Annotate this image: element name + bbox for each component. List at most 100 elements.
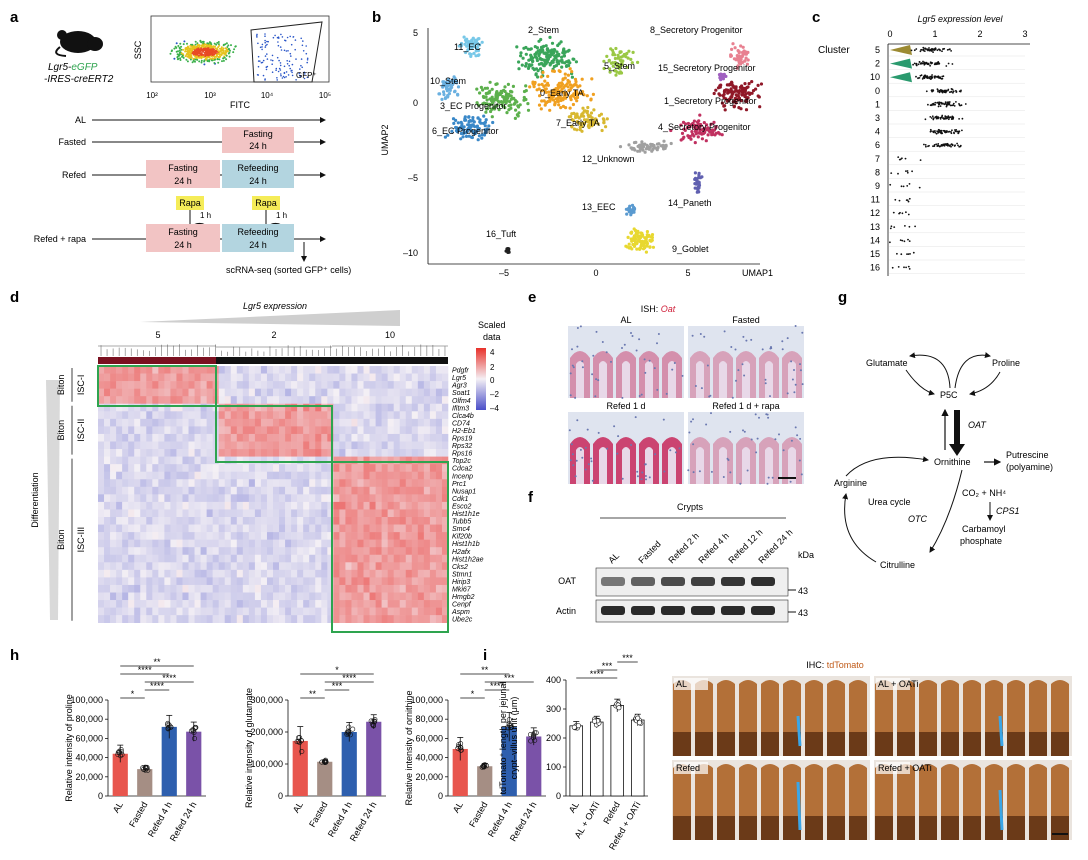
ish-nucleus bbox=[769, 395, 771, 398]
heatmap-cell bbox=[248, 411, 256, 420]
umap-dot bbox=[744, 52, 748, 56]
heatmap-cell bbox=[381, 418, 388, 427]
heatmap-cell bbox=[164, 366, 171, 374]
heatmap-cell bbox=[122, 554, 129, 563]
facs-dot bbox=[180, 52, 183, 55]
heatmap-cell bbox=[164, 592, 171, 601]
violin-point bbox=[950, 145, 952, 148]
heatmap-cell bbox=[152, 456, 159, 465]
heatmap-cell bbox=[321, 501, 328, 510]
heatmap-cell bbox=[297, 569, 304, 578]
facs-dot bbox=[279, 69, 282, 71]
heatmap-cell bbox=[273, 532, 280, 540]
heatmap-cell bbox=[405, 388, 413, 397]
heatmap-cell bbox=[176, 388, 183, 397]
facs-dot bbox=[222, 47, 225, 50]
heatmap-cell bbox=[399, 471, 407, 480]
umap-dot bbox=[574, 60, 579, 64]
heatmap-cell bbox=[369, 464, 376, 472]
heatmap-cell bbox=[170, 464, 177, 472]
heatmap-cell bbox=[182, 562, 189, 571]
heatmap-cell bbox=[423, 584, 431, 593]
heatmap-cell bbox=[333, 418, 340, 427]
heatmap-cell bbox=[381, 501, 388, 510]
ish-nucleus bbox=[569, 459, 572, 462]
facs-dot bbox=[218, 51, 221, 54]
umap-dot bbox=[471, 123, 475, 127]
heatmap-cell bbox=[273, 615, 280, 623]
ish-nucleus bbox=[656, 342, 658, 345]
facs-dot bbox=[256, 74, 259, 76]
facs-dot bbox=[178, 49, 181, 52]
heatmap-cell bbox=[273, 501, 280, 510]
ish-nucleus bbox=[663, 470, 666, 473]
umap-cluster-label: 3_EC Progenitor bbox=[440, 101, 507, 111]
violin-point bbox=[910, 49, 913, 52]
ish-nucleus bbox=[729, 471, 732, 474]
umap-dot bbox=[591, 92, 596, 96]
umap-dot bbox=[526, 102, 530, 106]
cluster-tick: 7 bbox=[875, 154, 880, 164]
umap-dot bbox=[552, 69, 557, 73]
heatmap-cell bbox=[339, 554, 346, 563]
ish-nucleus bbox=[640, 393, 643, 396]
violin-point bbox=[954, 129, 956, 131]
facs-dot bbox=[192, 57, 195, 60]
heatmap-cell bbox=[134, 562, 141, 571]
heatmap-cell bbox=[285, 607, 292, 616]
facs-dot bbox=[230, 44, 232, 47]
facs-dot bbox=[266, 58, 269, 60]
heatmap-cell bbox=[273, 584, 280, 593]
heatmap-cell bbox=[104, 501, 111, 510]
gene-label: Olfm4 bbox=[452, 398, 471, 405]
heatmap-cell bbox=[285, 366, 292, 374]
panel-letter-b: b bbox=[372, 9, 381, 26]
ish-nucleus bbox=[790, 360, 793, 363]
facs-dot bbox=[300, 64, 302, 67]
heatmap-cell bbox=[182, 464, 189, 472]
ish-nucleus bbox=[730, 346, 733, 348]
heatmap-cell bbox=[182, 471, 189, 480]
heatmap-cell bbox=[218, 418, 226, 427]
umap-dot bbox=[541, 70, 545, 74]
heatmap-cell bbox=[182, 524, 189, 533]
facs-dot bbox=[194, 46, 197, 49]
ish-nucleus bbox=[584, 468, 587, 471]
heatmap-cell bbox=[429, 584, 437, 593]
heatmap-cell bbox=[200, 524, 207, 533]
heatmap-cell bbox=[435, 524, 443, 533]
heatmap-cell bbox=[405, 584, 413, 593]
heatmap-cell bbox=[134, 449, 141, 457]
heatmap-cell bbox=[363, 524, 370, 533]
ish-nucleus bbox=[571, 453, 574, 456]
umap-dot bbox=[471, 130, 475, 134]
heatmap-cell bbox=[200, 449, 207, 457]
heatmap-cell bbox=[393, 418, 401, 427]
umap-dot bbox=[562, 54, 566, 58]
heatmap-cell bbox=[387, 547, 394, 556]
umap-dot bbox=[694, 132, 698, 136]
facs-dot bbox=[261, 48, 263, 51]
ish-nucleus bbox=[801, 331, 804, 334]
heatmap-cell bbox=[128, 577, 135, 586]
heatmap-cell bbox=[411, 592, 419, 601]
heatmap-cell bbox=[176, 366, 183, 374]
heatmap-cell bbox=[279, 532, 286, 540]
facs-dot bbox=[286, 36, 289, 39]
heatmap-cell bbox=[363, 433, 370, 442]
ish-nucleus bbox=[755, 451, 758, 454]
heatmap-cell bbox=[363, 577, 370, 586]
heatmap-cell bbox=[230, 366, 238, 374]
umap-dot bbox=[730, 47, 734, 52]
heatmap-cell bbox=[260, 441, 268, 450]
umap-dot bbox=[474, 49, 478, 53]
violin-point bbox=[941, 114, 944, 117]
heatmap-cell bbox=[423, 373, 431, 382]
heatmap-cell bbox=[279, 449, 286, 457]
heatmap-cell bbox=[236, 381, 244, 389]
heatmap-cell bbox=[435, 577, 443, 586]
ish-nucleus bbox=[572, 464, 575, 467]
umap-dot bbox=[548, 99, 552, 103]
violin-point bbox=[944, 101, 947, 104]
facs-dot bbox=[279, 62, 282, 64]
